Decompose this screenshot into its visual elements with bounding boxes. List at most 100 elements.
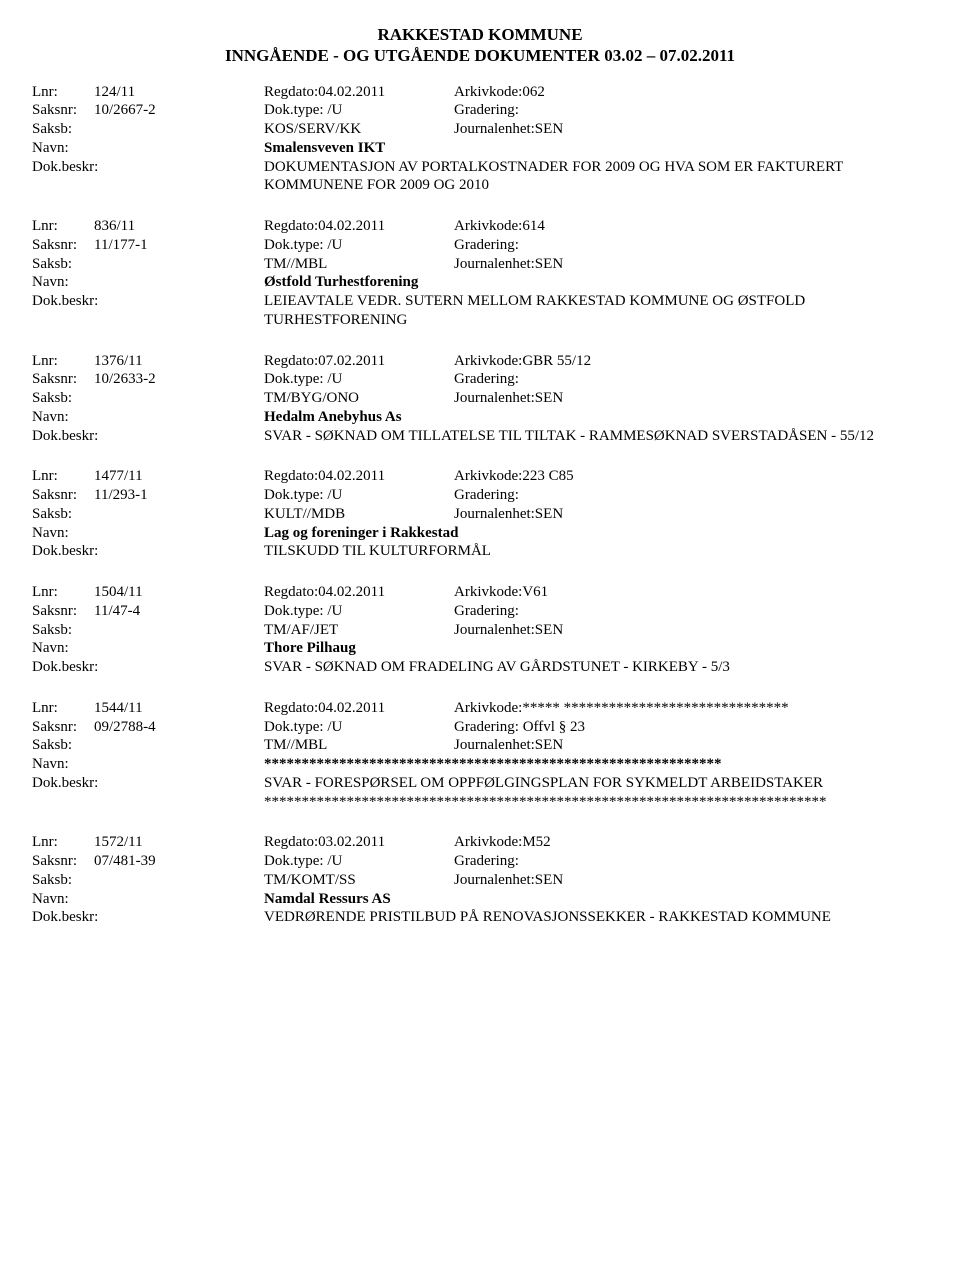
navn-value: Østfold Turhestforening <box>264 273 928 292</box>
empty-cell <box>112 427 264 446</box>
journalenhet-value: Journalenhet:SEN <box>454 871 928 890</box>
journalenhet-value: Journalenhet:SEN <box>454 505 928 524</box>
navn-value: Hedalm Anebyhus As <box>264 408 928 427</box>
regdato-value: Regdato:04.02.2011 <box>264 699 454 718</box>
saksb-label: Saksb: <box>32 736 94 755</box>
arkivkode-value: Arkivkode:223 C85 <box>454 467 928 486</box>
dokbeskr-value: SVAR - SØKNAD OM FRADELING AV GÅRDSTUNET… <box>264 658 928 677</box>
gradering-value: Gradering: <box>454 370 928 389</box>
arkivkode-value: Arkivkode:V61 <box>454 583 928 602</box>
journal-entry: Lnr:124/11Regdato:04.02.2011Arkivkode:06… <box>32 83 928 196</box>
dokbeskr-value: TILSKUDD TIL KULTURFORMÅL <box>264 542 928 561</box>
saksb-label: Saksb: <box>32 120 94 139</box>
empty-cell <box>112 542 264 561</box>
empty-cell <box>112 908 264 927</box>
regdato-value: Regdato:04.02.2011 <box>264 583 454 602</box>
journal-entry: Lnr:1544/11Regdato:04.02.2011Arkivkode:*… <box>32 699 928 812</box>
empty-cell <box>94 139 264 158</box>
empty-cell <box>94 736 264 755</box>
lnr-value: 1477/11 <box>94 467 264 486</box>
gradering-value: Gradering: <box>454 852 928 871</box>
arkivkode-value: Arkivkode:062 <box>454 83 928 102</box>
dokbeskr-label: Dok.beskr: <box>32 774 112 812</box>
arkivkode-value: Arkivkode:GBR 55/12 <box>454 352 928 371</box>
saksnr-value: 11/177-1 <box>94 236 264 255</box>
page-header: RAKKESTAD KOMMUNE INNGÅENDE - OG UTGÅEND… <box>32 24 928 67</box>
dokbeskr-value: SVAR - FORESPØRSEL OM OPPFØLGINGSPLAN FO… <box>264 774 928 812</box>
lnr-label: Lnr: <box>32 833 94 852</box>
empty-cell <box>94 890 264 909</box>
saksnr-value: 09/2788-4 <box>94 718 264 737</box>
doktype-value: Dok.type: /U <box>264 602 454 621</box>
empty-cell <box>112 292 264 330</box>
journalenhet-value: Journalenhet:SEN <box>454 621 928 640</box>
empty-cell <box>94 524 264 543</box>
empty-cell <box>94 755 264 774</box>
arkivkode-value: Arkivkode:***** ************************… <box>454 699 928 718</box>
lnr-value: 124/11 <box>94 83 264 102</box>
lnr-label: Lnr: <box>32 699 94 718</box>
navn-label: Navn: <box>32 524 94 543</box>
doktype-value: Dok.type: /U <box>264 101 454 120</box>
dokbeskr-label: Dok.beskr: <box>32 908 112 927</box>
entries-container: Lnr:124/11Regdato:04.02.2011Arkivkode:06… <box>32 83 928 928</box>
saksnr-label: Saksnr: <box>32 852 94 871</box>
empty-cell <box>94 120 264 139</box>
saksnr-label: Saksnr: <box>32 718 94 737</box>
saksb-value: TM//MBL <box>264 736 454 755</box>
regdato-value: Regdato:07.02.2011 <box>264 352 454 371</box>
navn-label: Navn: <box>32 755 94 774</box>
journal-entry: Lnr:1376/11Regdato:07.02.2011Arkivkode:G… <box>32 352 928 446</box>
saksb-value: TM/AF/JET <box>264 621 454 640</box>
navn-value: ****************************************… <box>264 755 928 774</box>
saksnr-label: Saksnr: <box>32 101 94 120</box>
lnr-label: Lnr: <box>32 352 94 371</box>
empty-cell <box>112 158 264 196</box>
navn-value: Smalensveven IKT <box>264 139 928 158</box>
dokbeskr-value: DOKUMENTASJON AV PORTALKOSTNADER FOR 200… <box>264 158 928 196</box>
saksb-value: TM/KOMT/SS <box>264 871 454 890</box>
lnr-label: Lnr: <box>32 467 94 486</box>
dokbeskr-label: Dok.beskr: <box>32 158 112 196</box>
lnr-value: 1504/11 <box>94 583 264 602</box>
lnr-value: 1376/11 <box>94 352 264 371</box>
navn-label: Navn: <box>32 408 94 427</box>
empty-cell <box>94 639 264 658</box>
empty-cell <box>94 408 264 427</box>
dokbeskr-label: Dok.beskr: <box>32 542 112 561</box>
saksnr-value: 11/47-4 <box>94 602 264 621</box>
arkivkode-value: Arkivkode:M52 <box>454 833 928 852</box>
empty-cell <box>112 774 264 812</box>
gradering-value: Gradering: <box>454 236 928 255</box>
lnr-value: 836/11 <box>94 217 264 236</box>
navn-value: Namdal Ressurs AS <box>264 890 928 909</box>
saksnr-value: 11/293-1 <box>94 486 264 505</box>
lnr-value: 1572/11 <box>94 833 264 852</box>
doktype-value: Dok.type: /U <box>264 486 454 505</box>
journalenhet-value: Journalenhet:SEN <box>454 255 928 274</box>
dokbeskr-label: Dok.beskr: <box>32 292 112 330</box>
saksb-label: Saksb: <box>32 255 94 274</box>
journal-entry: Lnr:1572/11Regdato:03.02.2011Arkivkode:M… <box>32 833 928 927</box>
empty-cell <box>112 658 264 677</box>
navn-value: Thore Pilhaug <box>264 639 928 658</box>
journal-entry: Lnr:836/11Regdato:04.02.2011Arkivkode:61… <box>32 217 928 330</box>
saksnr-label: Saksnr: <box>32 486 94 505</box>
gradering-value: Gradering: Offvl § 23 <box>454 718 928 737</box>
navn-label: Navn: <box>32 890 94 909</box>
dokbeskr-value: SVAR - SØKNAD OM TILLATELSE TIL TILTAK -… <box>264 427 928 446</box>
lnr-label: Lnr: <box>32 583 94 602</box>
empty-cell <box>94 389 264 408</box>
empty-cell <box>94 255 264 274</box>
saksb-value: KOS/SERV/KK <box>264 120 454 139</box>
arkivkode-value: Arkivkode:614 <box>454 217 928 236</box>
navn-label: Navn: <box>32 639 94 658</box>
saksb-value: KULT//MDB <box>264 505 454 524</box>
dokbeskr-label: Dok.beskr: <box>32 427 112 446</box>
saksnr-label: Saksnr: <box>32 602 94 621</box>
saksb-label: Saksb: <box>32 621 94 640</box>
regdato-value: Regdato:04.02.2011 <box>264 217 454 236</box>
saksnr-value: 07/481-39 <box>94 852 264 871</box>
empty-cell <box>94 621 264 640</box>
regdato-value: Regdato:04.02.2011 <box>264 83 454 102</box>
